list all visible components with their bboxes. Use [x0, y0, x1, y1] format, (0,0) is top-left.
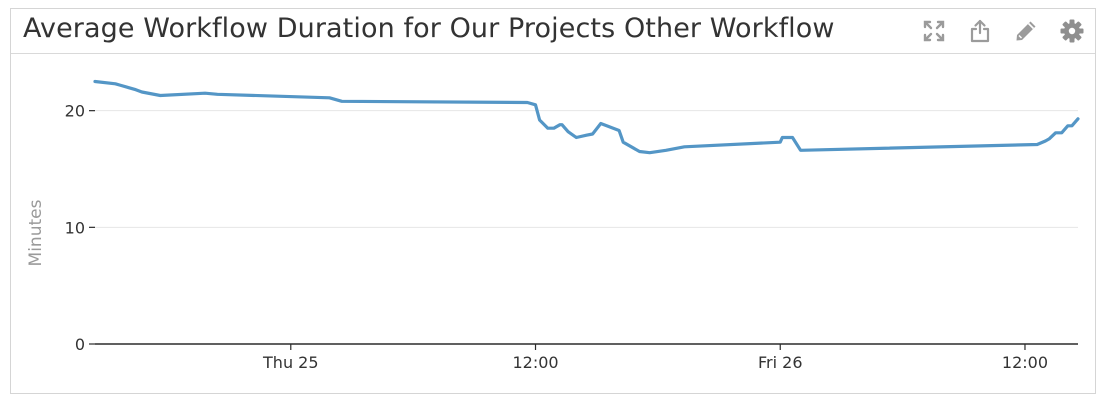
dashboard-widget: Average Workflow Duration for Our Projec…: [10, 8, 1096, 394]
x-tick-label: Fri 26: [758, 353, 803, 372]
x-tick-label: 12:00: [1002, 353, 1048, 372]
line-chart: Thu 25 12:00 Fri 26 12:00 0 10 20 Minutes: [11, 54, 1095, 393]
widget-header: Average Workflow Duration for Our Projec…: [11, 9, 1095, 54]
share-icon[interactable]: [967, 18, 993, 44]
y-axis-label: Minutes: [26, 199, 46, 266]
series-line: [95, 82, 1078, 153]
y-tick-label: 0: [75, 335, 85, 354]
settings-icon[interactable]: [1059, 18, 1085, 44]
x-axis: Thu 25 12:00 Fri 26 12:00: [262, 344, 1048, 372]
y-tick-label: 10: [65, 218, 85, 237]
widget-title: Average Workflow Duration for Our Projec…: [23, 13, 835, 44]
y-tick-label: 20: [65, 102, 85, 121]
expand-icon[interactable]: [921, 18, 947, 44]
x-tick-label: 12:00: [512, 353, 558, 372]
x-tick-label: Thu 25: [262, 353, 319, 372]
y-axis: 0 10 20: [65, 102, 95, 354]
edit-icon[interactable]: [1013, 18, 1039, 44]
widget-toolbar: [921, 16, 1085, 46]
